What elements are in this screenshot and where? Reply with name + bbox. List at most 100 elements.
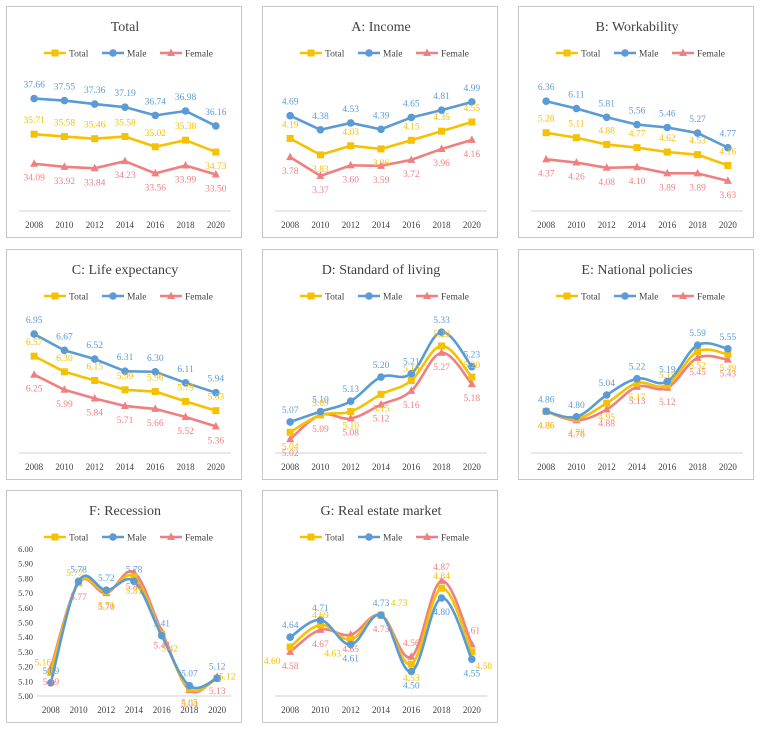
x-tick-label: 2016 [402,462,421,472]
data-point-male [407,113,416,122]
data-point-male [213,674,221,683]
svg-text:Female: Female [185,293,213,303]
svg-text:Male: Male [127,534,147,544]
data-label-female: 5.09 [312,425,329,435]
data-label-female: 4.37 [538,169,555,179]
legend-entry-female: Female [160,291,213,303]
data-label-male: 4.81 [433,92,450,102]
chart-title: G: Real estate market [321,504,442,519]
data-label-total: 5.77 [66,569,83,579]
data-label-female: 33.92 [54,177,76,187]
data-label-male: 4.99 [464,84,481,94]
data-label-female: 5.45 [689,368,706,378]
data-point-male [377,373,385,381]
data-label-male: 5.81 [598,99,615,109]
data-point-total [151,143,159,151]
data-label-total: 4.84 [433,572,450,582]
data-point-male [663,377,672,386]
data-label-total: 5.28 [538,115,555,125]
line-chart: Total Total Male Female 2008 2010 2012 2014 2016… [19,20,231,230]
data-point-female [346,413,355,422]
data-point-female [437,576,446,584]
data-label-male: 4.80 [433,608,450,618]
legend-entry-male: Male [102,292,147,303]
data-label-male: 5.19 [659,365,676,375]
data-point-female [30,159,39,167]
x-tick-label: 2014 [125,705,144,715]
data-label-female: 4.26 [568,173,585,183]
data-label-male: 4.55 [464,669,481,679]
data-point-total [182,136,190,144]
svg-text:Male: Male [127,293,147,303]
data-point-total [438,127,446,135]
data-point-male [437,594,446,602]
data-point-total [286,134,294,142]
data-label-male: 5.10 [312,396,329,406]
y-tick-label: 5.90 [18,559,33,569]
data-label-female: 6.25 [26,385,43,395]
data-label-female: 3.60 [342,175,359,185]
data-point-female [542,154,551,163]
data-point-total [603,140,611,148]
data-point-male [212,388,220,397]
data-point-total [633,379,641,387]
data-point-total [438,584,446,592]
data-point-female [60,385,69,393]
x-tick-label: 2012 [97,705,115,715]
data-label-total: 35.46 [84,121,106,131]
data-point-male [130,577,138,586]
data-point-female [346,630,355,638]
data-point-male [102,586,111,594]
data-label-total: 4.53 [403,674,420,684]
data-label-male: 36.16 [205,108,227,118]
data-label-total: 5.63 [208,393,225,403]
data-label-male: 5.07 [181,670,198,680]
data-label-male: 4.77 [720,130,737,140]
legend-entry-male: Male [358,49,403,60]
svg-text:Total: Total [69,50,89,60]
x-tick-label: 2014 [372,705,391,715]
data-point-total [30,352,38,360]
data-label-total: 5.15 [659,371,676,381]
x-tick-label: 2008 [25,220,44,230]
data-point-female [467,135,476,143]
data-label-male: 5.78 [70,565,87,575]
data-label-female: 4.87 [433,563,450,573]
data-point-total [572,134,580,142]
legend-entry-male: Male [102,49,147,60]
x-tick-label: 2018 [689,462,708,472]
x-tick-label: 2018 [433,462,452,472]
data-point-male [121,103,129,111]
svg-text:Male: Male [127,50,147,60]
data-label-total: 4.95 [598,413,615,423]
x-tick-label: 2012 [598,462,616,472]
svg-text:Male: Male [383,50,403,60]
data-label-female: 5.43 [720,370,737,380]
x-tick-label: 2008 [537,462,556,472]
svg-text:Female: Female [441,50,469,60]
data-label-female: 5.44 [153,641,170,651]
data-label-total: 5.04 [282,442,299,452]
data-point-total [316,151,324,159]
data-label-male: 5.23 [464,351,481,361]
data-point-female [693,353,702,361]
data-label-total: 5.29 [433,330,450,340]
x-tick-label: 2018 [433,705,452,715]
data-label-male: 5.13 [342,385,359,395]
data-label-female: 34.09 [23,174,45,184]
chart-title: F: Recession [89,504,161,519]
y-tick-label: 5.60 [18,603,33,613]
x-tick-label: 2018 [180,705,199,715]
data-label-female: 5.36 [208,436,225,446]
data-point-male [316,616,325,624]
data-label-female: 5.27 [433,363,450,373]
chart-title: D: Standard of living [322,263,441,278]
data-label-male: 4.38 [312,112,329,122]
data-label-female: 3.89 [689,183,706,193]
data-label-male: 36.98 [175,93,197,103]
svg-text:Female: Female [441,293,469,303]
data-label-total: 34.73 [205,162,227,172]
data-point-total [663,148,671,156]
data-label-female: 4.08 [598,178,615,188]
data-point-male [663,123,672,132]
